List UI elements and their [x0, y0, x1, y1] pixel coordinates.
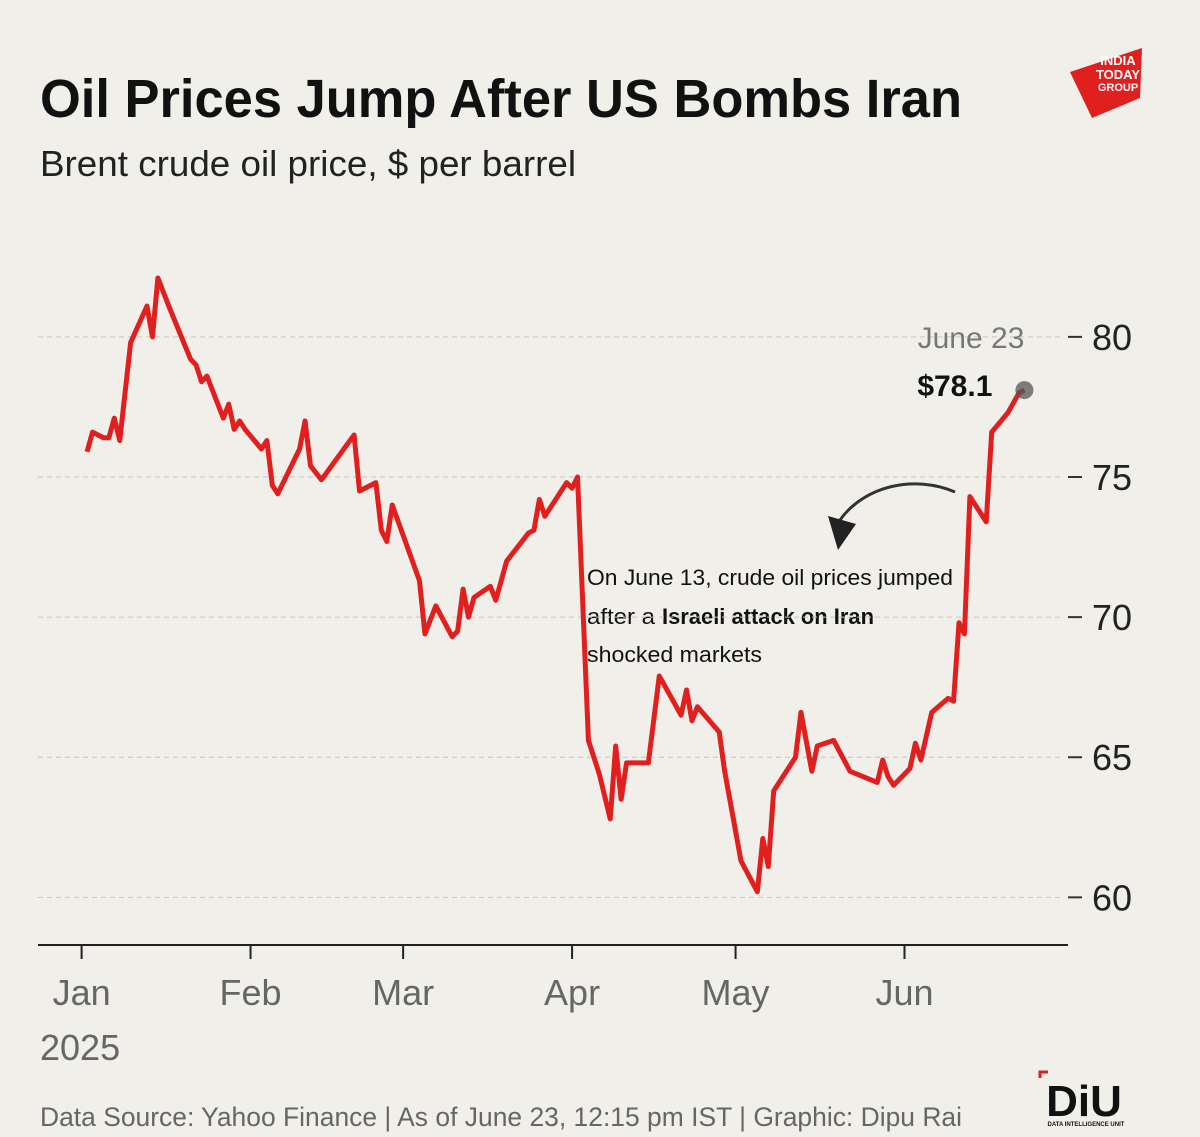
y-tick-label: 80: [1092, 317, 1132, 358]
x-tick-label: Mar: [372, 972, 434, 1013]
end-value-label: $78.1: [917, 370, 992, 403]
brand-shape: [1070, 48, 1142, 118]
x-tick-label: Jun: [875, 972, 933, 1013]
brand-logo: INDIA TODAY GROUP: [1070, 48, 1142, 118]
annotation-text: On June 13, crude oil prices jumped: [587, 565, 953, 590]
annotation: On June 13, crude oil prices jumped afte…: [587, 565, 953, 667]
brand-text: GROUP: [1098, 82, 1138, 94]
logo-text: DiU: [1046, 1077, 1122, 1126]
source-note: Data Source: Yahoo Finance | As of June …: [40, 1102, 962, 1132]
brand-text: INDIA: [1100, 53, 1136, 68]
y-tick-label: 65: [1092, 737, 1132, 778]
y-tick-label: 60: [1092, 877, 1132, 918]
x-year-label: 2025: [40, 1027, 120, 1068]
x-tick-label: Apr: [544, 972, 600, 1013]
price-line: [84, 275, 1026, 895]
chart-title: Oil Prices Jump After US Bombs Iran: [40, 69, 962, 129]
logo-subtext: DATA INTELLIGENCE UNIT: [1048, 1122, 1125, 1128]
x-tick-label: May: [702, 972, 770, 1013]
end-dot: [1015, 381, 1034, 400]
annotation-arrowhead: [828, 516, 856, 550]
annotation-text: after a: [587, 604, 656, 629]
y-tick-label: 75: [1092, 457, 1132, 498]
brand-text: TODAY: [1096, 67, 1140, 82]
annotation-bold: Israeli attack on Iran: [662, 604, 874, 629]
annotation-text: shocked markets: [587, 642, 762, 667]
x-tick-label: Feb: [220, 972, 282, 1013]
logo-corner: [1038, 1070, 1048, 1078]
end-date-label: June 23: [918, 322, 1025, 355]
x-tick-label: Jan: [53, 972, 111, 1013]
chart-subtitle: Brent crude oil price, $ per barrel: [40, 143, 576, 184]
annotation-arrow: [838, 482, 956, 521]
y-tick-label: 70: [1092, 597, 1132, 638]
diu-logo: DiU DATA INTELLIGENCE UNIT: [1038, 1070, 1125, 1128]
annotation-text: after a Israeli attack on Iran: [587, 604, 874, 629]
